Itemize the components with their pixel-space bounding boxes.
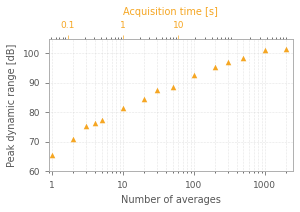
- Point: [83, 124, 88, 127]
- Point: [50, 153, 54, 157]
- Point: [142, 97, 147, 101]
- Point: [191, 74, 196, 77]
- Point: [262, 49, 267, 52]
- Point: [99, 118, 104, 121]
- Point: [154, 89, 159, 92]
- Point: [284, 47, 289, 51]
- Point: [241, 56, 246, 59]
- X-axis label: Acquisition time [s]: Acquisition time [s]: [124, 7, 218, 17]
- Point: [71, 137, 76, 141]
- Point: [225, 60, 230, 64]
- Point: [213, 65, 218, 68]
- Point: [92, 121, 97, 124]
- X-axis label: Number of averages: Number of averages: [121, 195, 221, 205]
- Point: [170, 86, 175, 89]
- Y-axis label: Peak dynamic range [dB]: Peak dynamic range [dB]: [7, 43, 17, 167]
- Point: [121, 106, 125, 110]
